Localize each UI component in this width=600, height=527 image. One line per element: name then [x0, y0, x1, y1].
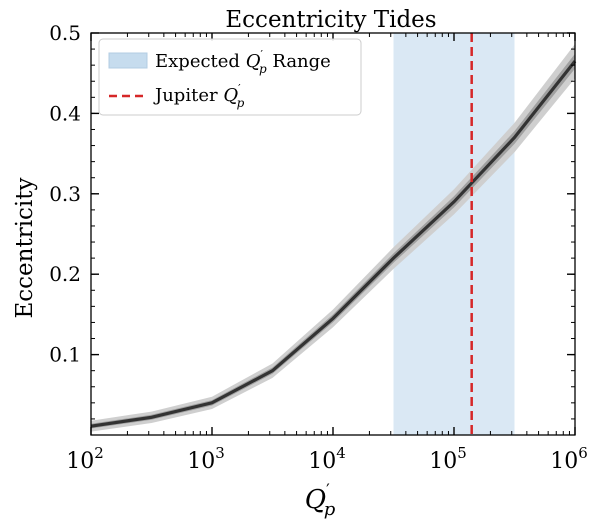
y-tick-labels: 0.1 0.2 0.3 0.4 0.5 — [49, 21, 81, 367]
x-tick-label: 105 — [429, 444, 467, 474]
y-tick-label: 0.1 — [49, 343, 81, 367]
chart-title: Eccentricity Tides — [225, 7, 436, 33]
y-tick-label: 0.3 — [49, 182, 81, 206]
legend-box — [98, 38, 362, 116]
y-tick-label: 0.2 — [49, 262, 81, 286]
x-tick-label: 103 — [187, 444, 225, 474]
x-tick-labels: 102 103 104 105 106 — [66, 444, 588, 474]
y-tick-label: 0.5 — [49, 21, 81, 45]
plot-area — [90, 33, 577, 435]
x-tick-label: 104 — [308, 444, 346, 474]
x-axis-label: Q′ p — [305, 480, 336, 520]
axis-ticks — [90, 32, 576, 435]
legend: Expected Q′ p Range Jupiter Q′ p — [98, 38, 362, 116]
axes-frame — [90, 32, 576, 436]
y-tick-label: 0.4 — [49, 101, 81, 125]
x-tick-label: 106 — [550, 444, 588, 474]
eccentricity-line — [90, 60, 577, 428]
y-axis-label: Eccentricity — [12, 177, 38, 318]
legend-label-jupiter: Jupiter Q′ p — [153, 82, 245, 110]
legend-swatch-range — [108, 52, 148, 69]
legend-label-range: Expected Q′ p Range — [155, 48, 331, 76]
x-tick-label: 102 — [66, 444, 104, 474]
